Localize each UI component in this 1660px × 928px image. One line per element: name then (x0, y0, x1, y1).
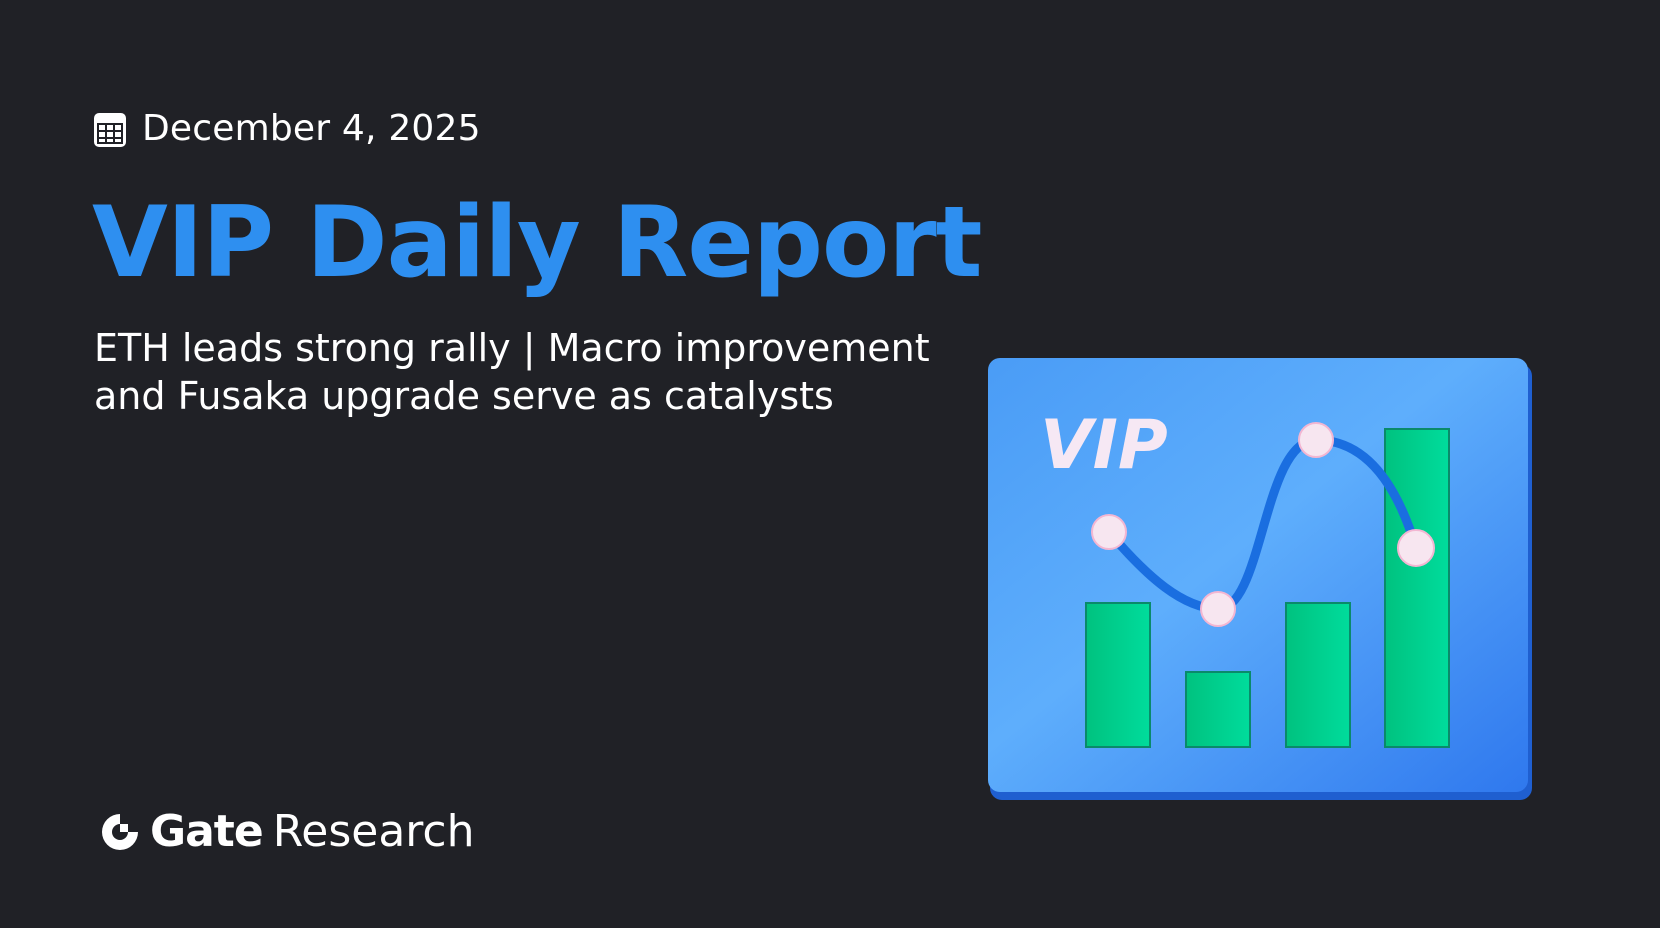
vip-chart-illustration: VIP (988, 358, 1532, 800)
brand-name: Gate (150, 806, 264, 857)
bar-3 (1285, 602, 1351, 748)
trend-line (1104, 435, 1421, 614)
trend-point-4 (1397, 529, 1435, 567)
trend-point-3 (1298, 422, 1334, 458)
report-date: December 4, 2025 (142, 108, 481, 149)
page-subtitle: ETH leads strong rally | Macro improveme… (94, 326, 930, 418)
date-row: December 4, 2025 (94, 108, 481, 149)
bar-4 (1384, 428, 1450, 748)
trend-point-2 (1200, 591, 1236, 627)
gate-research-logo: Gate Research (100, 806, 475, 857)
gate-logo-icon (102, 813, 138, 850)
bar-1 (1085, 602, 1151, 748)
brand-suffix: Research (272, 806, 475, 857)
calendar-icon (94, 112, 126, 147)
bar-2 (1185, 671, 1251, 748)
trend-point-1 (1091, 514, 1127, 550)
page-title: VIP Daily Report (92, 186, 982, 300)
vip-badge-text: VIP (1040, 406, 1168, 485)
